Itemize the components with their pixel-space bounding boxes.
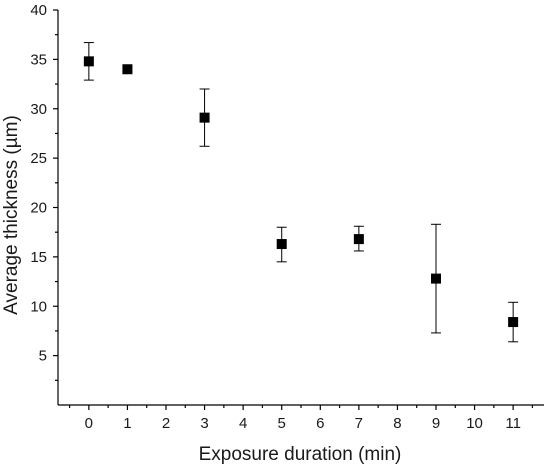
y-tick-label: 10 <box>30 298 47 315</box>
data-point-marker <box>83 56 94 67</box>
y-tick-label: 30 <box>30 101 47 118</box>
x-axis-ticks: 0 1 2 3 4 5 6 7 8 9 10 11 <box>68 405 534 432</box>
x-tick-label: 6 <box>316 415 324 432</box>
x-axis-title: Exposure duration (min) <box>199 444 402 465</box>
y-tick-label: 20 <box>30 200 47 217</box>
y-tick-label: 25 <box>30 150 47 167</box>
y-axis-ticks: 5 10 15 20 25 30 35 40 <box>30 2 58 381</box>
x-tick-label: 5 <box>278 415 286 432</box>
y-axis-title: Average thickness (µm) <box>1 115 22 315</box>
data-point-marker <box>508 317 519 328</box>
x-tick-label: 7 <box>355 415 363 432</box>
data-point-marker <box>199 112 210 123</box>
y-tick-label: 15 <box>30 249 47 266</box>
y-tick-label: 5 <box>39 348 47 365</box>
y-tick-label: 40 <box>30 2 47 19</box>
x-tick-label: 9 <box>432 415 440 432</box>
x-tick-label: 4 <box>239 415 247 432</box>
x-tick-label: 0 <box>85 415 93 432</box>
x-tick-label: 3 <box>200 415 208 432</box>
data-point-marker <box>276 239 287 250</box>
x-tick-label: 10 <box>466 415 483 432</box>
error-bars <box>83 42 519 343</box>
x-tick-label: 1 <box>123 415 131 432</box>
data-point-marker <box>353 234 364 245</box>
y-tick-label: 35 <box>30 51 47 68</box>
data-points <box>83 56 519 328</box>
data-point-marker <box>122 64 133 75</box>
x-tick-label: 2 <box>162 415 170 432</box>
x-tick-label: 11 <box>505 415 521 432</box>
data-point-marker <box>431 273 441 284</box>
x-tick-label: 8 <box>393 415 401 432</box>
